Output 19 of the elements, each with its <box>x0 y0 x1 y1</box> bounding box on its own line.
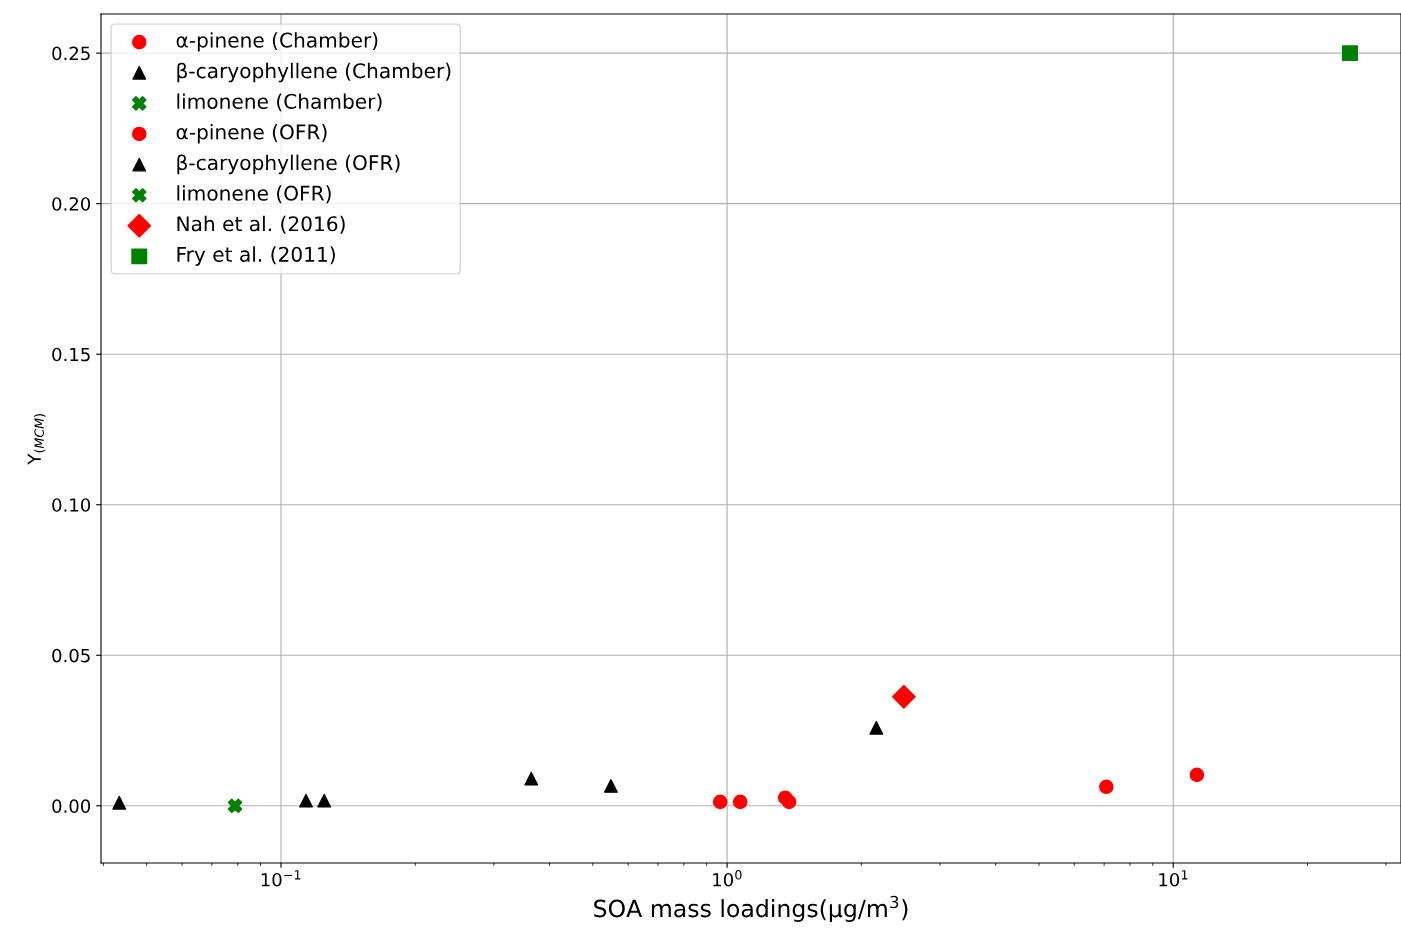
y-tick-label: 0.00 <box>52 799 91 813</box>
legend-label: β-caryophyllene (OFR) <box>177 154 400 175</box>
y-tick-label: 0.20 <box>52 197 91 211</box>
legend-label: limonene (Chamber) <box>177 93 382 112</box>
x-tick-label: 10$^{−1}$ <box>261 870 301 887</box>
legend-label: limonene (OFR) <box>177 185 331 204</box>
legend-label: α-pinene (Chamber) <box>176 32 378 52</box>
y-tick-label: 0.25 <box>52 46 90 61</box>
x-tick-label: 10$^{1}$ <box>1159 870 1188 887</box>
legend-label: β-caryophyllene (Chamber) <box>177 62 451 83</box>
y-axis-title: Y$_{(MCM)}$ <box>27 414 46 465</box>
y-tick-label: 0.15 <box>52 347 90 362</box>
x-axis-title: SOA mass loadings(μg/m$^{3}$) <box>594 895 908 922</box>
legend-label: α-pinene (OFR) <box>176 123 327 144</box>
x-tick-label: 10$^{0}$ <box>713 870 742 887</box>
y-tick-label: 0.05 <box>52 648 90 663</box>
y-tick-label: 0.10 <box>52 498 91 512</box>
legend-label: Nah et al. (2016) <box>177 215 345 234</box>
legend-label: Fry et al. (2011) <box>177 246 335 266</box>
